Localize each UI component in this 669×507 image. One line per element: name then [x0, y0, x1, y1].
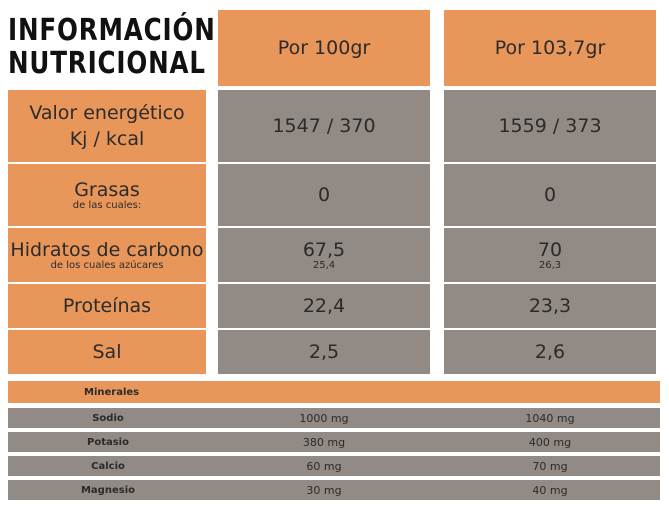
value-text: 70 [537, 239, 563, 261]
value-cell: 23,3 [444, 284, 656, 328]
row-label: Grasas de las cuales: [8, 164, 206, 226]
mineral-name: Calcio [91, 460, 125, 472]
value-text: 1559 / 373 [498, 115, 602, 137]
mineral-value: 60 mg [306, 459, 342, 473]
value-text: 0 [317, 184, 331, 206]
value-cell: 1559 / 373 [444, 90, 656, 162]
row-label: Hidratos de carbono de los cuales azúcare… [8, 228, 206, 282]
value-cell: 0 [444, 164, 656, 226]
mineral-row [8, 432, 660, 452]
mineral-name: Sodio [92, 412, 124, 424]
value-text: 0 [543, 184, 557, 206]
mineral-value: 400 mg [528, 435, 572, 449]
mineral-value: 1040 mg [525, 411, 575, 425]
value-cell: 70 26,3 [444, 228, 656, 282]
value-text: 22,4 [302, 295, 346, 317]
value-text: 1547 / 370 [272, 115, 376, 137]
value-text: 67,5 [302, 239, 346, 261]
label-text: de las cuales: [72, 200, 142, 211]
mineral-value: 40 mg [532, 483, 568, 497]
mineral-name: Magnesio [80, 484, 135, 496]
value-cell: 22,4 [218, 284, 430, 328]
subvalue-text: 25,4 [312, 260, 336, 271]
mineral-row [8, 408, 660, 428]
minerals-title: Minerales [8, 381, 660, 403]
row-label: Sal [8, 330, 206, 374]
header-cell: Por 100gr [218, 10, 430, 86]
value-cell: 1547 / 370 [218, 90, 430, 162]
mineral-value: 70 mg [532, 459, 568, 473]
label-text: de los cuales azúcares [50, 260, 164, 271]
row-label: Valor energético Kj / kcal [8, 90, 206, 162]
mineral-row [8, 480, 660, 500]
mineral-name: Potasio [87, 436, 129, 448]
value-cell: 0 [218, 164, 430, 226]
row-label: Proteínas [8, 284, 206, 328]
value-text: 23,3 [528, 295, 572, 317]
mineral-row [8, 456, 660, 476]
value-cell: 2,5 [218, 330, 430, 374]
value-text: 2,5 [308, 341, 340, 363]
title: INFORMACIÓN NUTRICIONAL [8, 14, 216, 80]
title-line: INFORMACIÓN [8, 13, 216, 48]
value-cell: 67,5 25,4 [218, 228, 430, 282]
label-text: Valor energético [29, 102, 185, 124]
mineral-value: 1000 mg [299, 411, 349, 425]
header-cell: Por 103,7gr [444, 10, 656, 86]
label-text: Sal [92, 341, 122, 363]
label-text: Grasas [74, 179, 140, 201]
label-text: Hidratos de carbono [10, 239, 204, 261]
subvalue-text: 26,3 [538, 260, 562, 271]
value-cell: 2,6 [444, 330, 656, 374]
value-text: 2,6 [534, 341, 566, 363]
mineral-value: 30 mg [306, 483, 342, 497]
label-text: Kj / kcal [69, 128, 145, 150]
title-line: NUTRICIONAL [8, 46, 206, 81]
label-text: Proteínas [62, 295, 152, 317]
mineral-value: 380 mg [302, 435, 346, 449]
